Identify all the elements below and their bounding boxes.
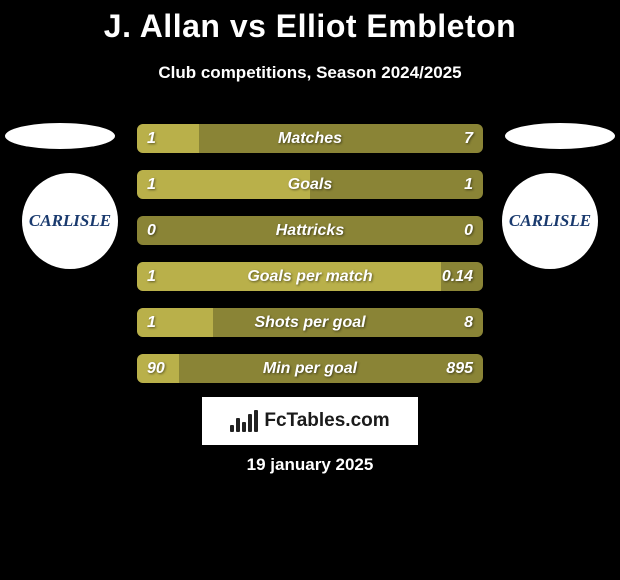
brand-bars-icon <box>230 410 258 432</box>
right-player-ellipse <box>505 123 615 149</box>
stat-value-right: 7 <box>464 124 473 153</box>
stat-value-right: 8 <box>464 308 473 337</box>
stat-bar: 1Matches7 <box>137 124 483 153</box>
stat-value-right: 0 <box>464 216 473 245</box>
stat-label: Goals <box>137 170 483 199</box>
stat-bar: 90Min per goal895 <box>137 354 483 383</box>
brand-box: FcTables.com <box>202 397 418 445</box>
left-player-ellipse <box>5 123 115 149</box>
stat-label: Goals per match <box>137 262 483 291</box>
comparison-bars: 1Matches71Goals10Hattricks01Goals per ma… <box>137 124 483 400</box>
right-club-badge-text: CARLISLE <box>509 211 591 231</box>
stat-bar: 0Hattricks0 <box>137 216 483 245</box>
page-title: J. Allan vs Elliot Embleton <box>0 0 620 45</box>
stat-label: Shots per goal <box>137 308 483 337</box>
left-club-badge-text: CARLISLE <box>29 211 111 231</box>
left-club-badge: CARLISLE <box>22 173 118 269</box>
stat-bar: 1Shots per goal8 <box>137 308 483 337</box>
right-club-badge: CARLISLE <box>502 173 598 269</box>
stat-label: Min per goal <box>137 354 483 383</box>
brand-text: FcTables.com <box>264 410 389 432</box>
stat-label: Hattricks <box>137 216 483 245</box>
stat-bar: 1Goals per match0.14 <box>137 262 483 291</box>
stat-value-right: 895 <box>446 354 473 383</box>
stat-bar: 1Goals1 <box>137 170 483 199</box>
stat-value-right: 1 <box>464 170 473 199</box>
stat-label: Matches <box>137 124 483 153</box>
stat-value-right: 0.14 <box>442 262 473 291</box>
date-label: 19 january 2025 <box>0 455 620 475</box>
subtitle: Club competitions, Season 2024/2025 <box>0 63 620 83</box>
